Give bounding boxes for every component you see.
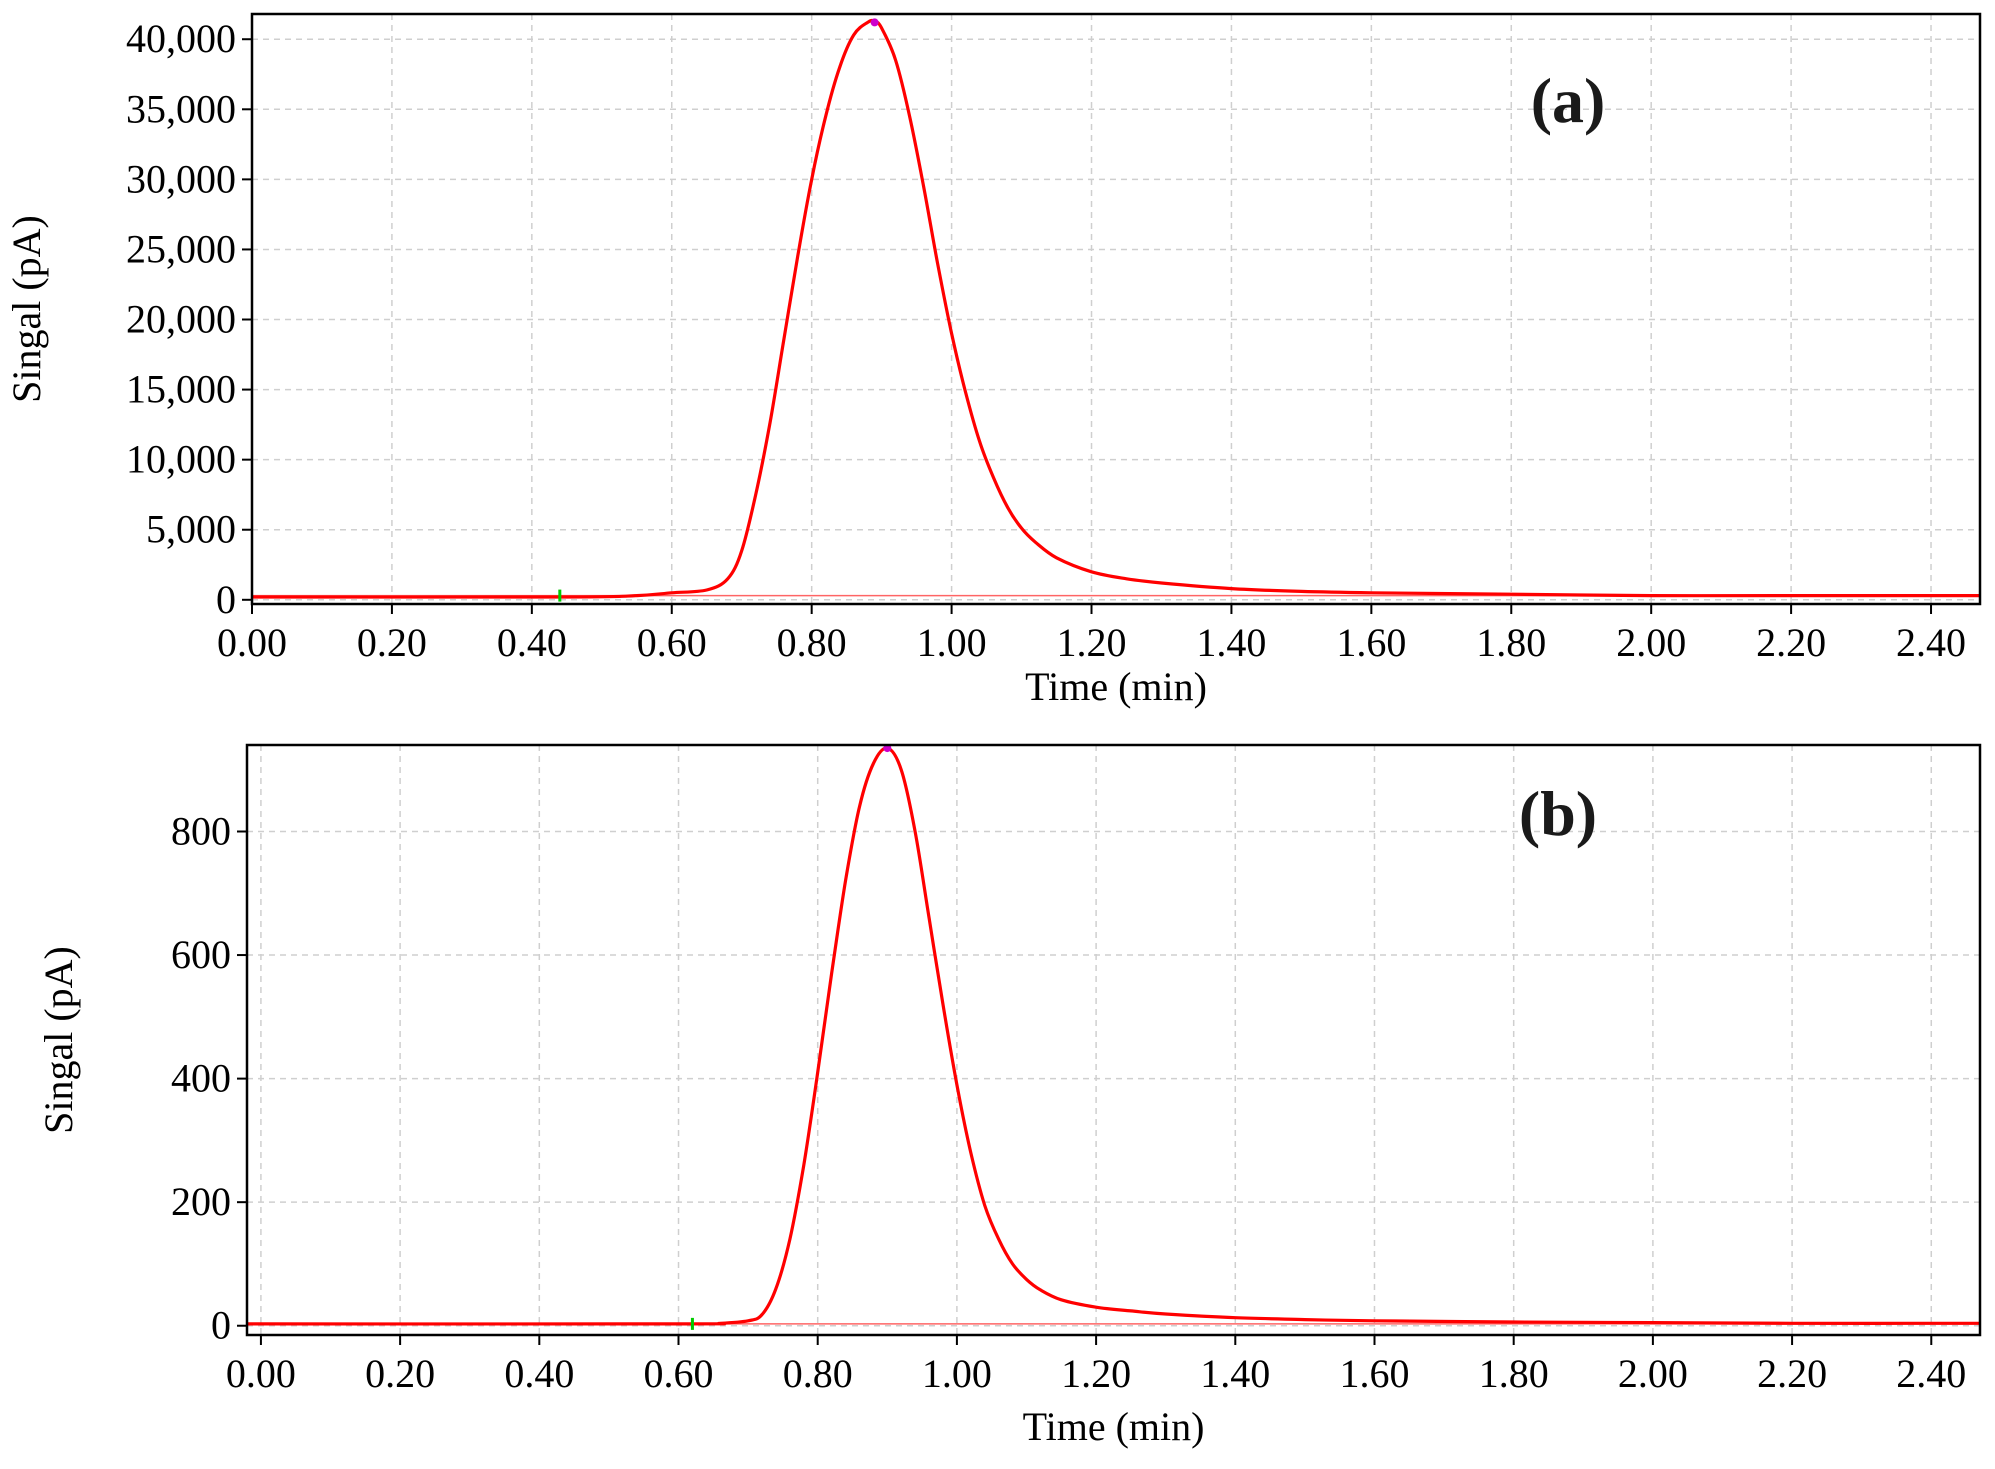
x-tick-label: 0.20 bbox=[365, 1351, 435, 1396]
y-axis-title: Singal (pA) bbox=[4, 215, 49, 403]
grid-lines bbox=[251, 14, 1980, 604]
x-axis-title: Time (min) bbox=[1023, 1404, 1205, 1449]
chart-panel-a: 0.00 0.20 0.40 0.60 0.80 1.00 1.20 1.40 1.60 1.80… bbox=[4, 12, 1982, 709]
x-tick-label: 2.40 bbox=[1896, 620, 1966, 665]
x-tick-label: 1.00 bbox=[922, 1351, 992, 1396]
signal-series-line bbox=[246, 746, 1981, 1326]
x-tick-label: 0.60 bbox=[644, 1351, 714, 1396]
x-tick-label: 1.60 bbox=[1339, 1351, 1409, 1396]
x-tick-label: 0.40 bbox=[504, 1351, 574, 1396]
panel-label: (b) bbox=[1519, 778, 1597, 849]
x-tick-label: 1.80 bbox=[1479, 1351, 1549, 1396]
x-tick-label: 0.00 bbox=[217, 620, 287, 665]
x-tick-label: 1.40 bbox=[1200, 1351, 1270, 1396]
y-tick-label: 5,000 bbox=[146, 507, 236, 552]
x-tick-labels: 0.00 0.20 0.40 0.60 0.80 1.00 1.20 1.40 1.60 1.80… bbox=[217, 604, 1966, 665]
y-tick-label: 200 bbox=[171, 1179, 231, 1224]
panel-label: (a) bbox=[1531, 65, 1606, 136]
x-tick-label: 1.00 bbox=[917, 620, 987, 665]
x-tick-label: 0.60 bbox=[637, 620, 707, 665]
grid-lines bbox=[247, 745, 1980, 1335]
chart-panel-b: 0.00 0.20 0.40 0.60 0.80 1.00 1.20 1.40 1.60 1.80… bbox=[36, 743, 1982, 1449]
y-tick-label: 35,000 bbox=[126, 86, 236, 131]
y-tick-label: 800 bbox=[171, 808, 231, 853]
x-tick-label: 1.20 bbox=[1061, 1351, 1131, 1396]
y-tick-labels: 0 5,000 10,000 15,000 20,000 25,000 30,000 35,0… bbox=[126, 16, 252, 622]
x-tick-label: 2.40 bbox=[1896, 1351, 1966, 1396]
x-tick-label: 1.20 bbox=[1057, 620, 1127, 665]
y-tick-label: 20,000 bbox=[126, 297, 236, 342]
x-tick-label: 2.20 bbox=[1756, 620, 1826, 665]
x-tick-label: 1.40 bbox=[1196, 620, 1266, 665]
x-tick-label: 1.80 bbox=[1476, 620, 1546, 665]
plot-frame bbox=[245, 743, 1982, 1337]
x-tick-label: 0.20 bbox=[357, 620, 427, 665]
x-tick-label: 0.80 bbox=[783, 1351, 853, 1396]
signal-series-line bbox=[251, 18, 1980, 599]
y-tick-label: 40,000 bbox=[126, 16, 236, 61]
plot-frame bbox=[250, 12, 1982, 606]
y-tick-label: 15,000 bbox=[126, 367, 236, 412]
plot-area bbox=[251, 18, 1980, 602]
y-tick-label: 10,000 bbox=[126, 437, 236, 482]
x-tick-label: 2.00 bbox=[1618, 1351, 1688, 1396]
y-tick-label: 30,000 bbox=[126, 156, 236, 201]
plot-area bbox=[246, 744, 1981, 1330]
y-tick-label: 400 bbox=[171, 1056, 231, 1101]
x-tick-label: 1.60 bbox=[1336, 620, 1406, 665]
y-axis-title: Singal (pA) bbox=[36, 946, 81, 1134]
x-tick-label: 2.20 bbox=[1757, 1351, 1827, 1396]
x-tick-label: 0.40 bbox=[497, 620, 567, 665]
y-tick-label: 0 bbox=[211, 1303, 231, 1348]
x-axis-title: Time (min) bbox=[1025, 664, 1207, 709]
peak-marker bbox=[870, 18, 879, 27]
y-tick-label: 25,000 bbox=[126, 226, 236, 271]
x-tick-label: 0.00 bbox=[226, 1351, 296, 1396]
x-tick-labels: 0.00 0.20 0.40 0.60 0.80 1.00 1.20 1.40 1.60 1.80… bbox=[226, 1335, 1966, 1396]
y-tick-label: 600 bbox=[171, 932, 231, 977]
y-tick-labels: 0 200 400 600 800 bbox=[171, 808, 247, 1348]
x-tick-label: 0.80 bbox=[777, 620, 847, 665]
x-tick-label: 2.00 bbox=[1616, 620, 1686, 665]
y-tick-label: 0 bbox=[216, 577, 236, 622]
